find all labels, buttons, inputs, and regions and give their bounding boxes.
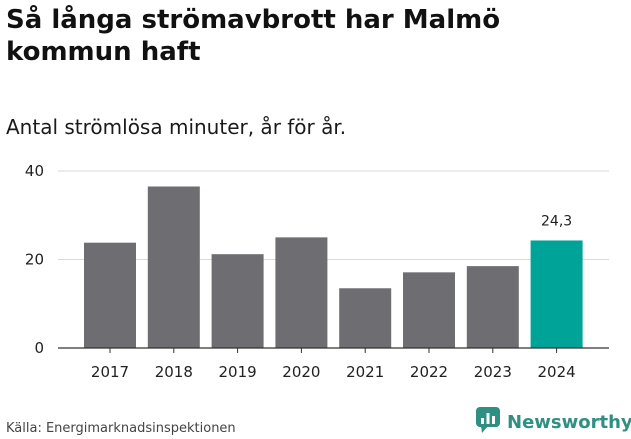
bar-2019	[211, 254, 264, 348]
brand-logo: Newsworthy	[476, 407, 631, 437]
x-tick-label: 2018	[155, 363, 193, 381]
brand-name: Newsworthy	[507, 411, 631, 433]
bar-2018	[147, 186, 200, 348]
y-tick-label: 20	[25, 251, 44, 269]
newsworthy-logo-icon	[476, 407, 500, 437]
x-tick-label: 2019	[219, 363, 257, 381]
y-tick-label: 40	[25, 162, 44, 180]
chart-title: Så långa strömavbrott har Malmö kommun h…	[6, 5, 501, 67]
x-tick-label: 2023	[474, 363, 512, 381]
x-axis	[58, 347, 609, 353]
bar-value-label: 24,3	[541, 213, 572, 229]
x-tick-label: 2024	[538, 363, 576, 381]
bar-2024	[530, 240, 583, 348]
x-tick-label: 2022	[410, 363, 448, 381]
source-note: Källa: Energimarknadsinspektionen	[6, 421, 236, 436]
x-tick-label: 2021	[346, 363, 384, 381]
bar-2017	[84, 242, 136, 348]
bar-chart: 0 20 40 2017 2018 2019 2020 2021 2022 2023 2024 24,…	[25, 162, 609, 381]
grid-lines	[58, 170, 609, 260]
labels: 0 20 40 2017 2018 2019 2020 2021 2022 2023 2024 24,…	[25, 162, 576, 381]
bar-2023	[466, 266, 519, 348]
bar-2021	[339, 288, 392, 348]
chart-subtitle: Antal strömlösa minuter, år för år.	[6, 115, 347, 139]
bars	[84, 186, 583, 348]
bar-2020	[275, 237, 328, 348]
bar-2022	[403, 272, 455, 348]
y-tick-label: 0	[34, 339, 44, 357]
x-tick-label: 2020	[282, 363, 320, 381]
x-tick-label: 2017	[91, 363, 129, 381]
